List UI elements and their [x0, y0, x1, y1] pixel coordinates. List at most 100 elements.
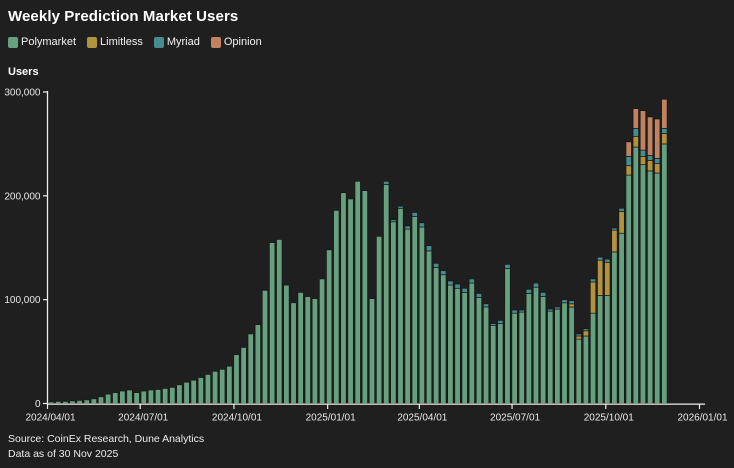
bar-segment-myriad[interactable]	[575, 333, 582, 337]
bar-segment-polymarket[interactable]	[197, 377, 204, 404]
bar-segment-polymarket[interactable]	[440, 274, 447, 404]
bar-segment-myriad[interactable]	[639, 149, 647, 157]
bar-segment-polymarket[interactable]	[240, 347, 247, 404]
bar-segment-polymarket[interactable]	[333, 210, 340, 404]
bar-segment-polymarket[interactable]	[119, 390, 126, 404]
bar-segment-myriad[interactable]	[440, 270, 447, 276]
bar-segment-polymarket[interactable]	[490, 325, 497, 404]
bar-segment-polymarket[interactable]	[254, 324, 261, 404]
bar-segment-myriad[interactable]	[490, 323, 497, 326]
bar-segment-myriad[interactable]	[632, 127, 639, 137]
bar-segment-polymarket[interactable]	[90, 398, 97, 404]
bar-segment-polymarket[interactable]	[433, 267, 440, 404]
bar-segment-myriad[interactable]	[454, 283, 461, 289]
bar-segment-polymarket[interactable]	[347, 198, 354, 404]
bar-segment-polymarket[interactable]	[105, 393, 112, 404]
bar-segment-polymarket[interactable]	[625, 174, 632, 404]
bar-segment-opinion[interactable]	[639, 110, 647, 151]
bar-segment-polymarket[interactable]	[554, 308, 561, 404]
bar-segment-polymarket[interactable]	[211, 370, 219, 404]
bar-segment-myriad[interactable]	[447, 280, 454, 286]
bar-segment-limitless[interactable]	[618, 211, 625, 234]
bar-segment-myriad[interactable]	[411, 212, 418, 217]
bar-segment-polymarket[interactable]	[269, 242, 276, 404]
bar-segment-myriad[interactable]	[504, 264, 511, 269]
bar-segment-myriad[interactable]	[589, 278, 597, 283]
bar-segment-limitless[interactable]	[611, 229, 618, 253]
bar-segment-polymarket[interactable]	[447, 284, 454, 404]
bar-segment-myriad[interactable]	[383, 180, 390, 185]
bar-segment-polymarket[interactable]	[283, 284, 290, 404]
bar-segment-polymarket[interactable]	[654, 172, 661, 404]
bar-segment-polymarket[interactable]	[126, 389, 133, 404]
bar-segment-polymarket[interactable]	[575, 338, 582, 404]
bar-segment-polymarket[interactable]	[176, 384, 183, 404]
bar-segment-myriad[interactable]	[475, 293, 483, 298]
bar-segment-polymarket[interactable]	[511, 312, 518, 404]
bar-segment-polymarket[interactable]	[582, 335, 590, 404]
bar-segment-myriad[interactable]	[525, 288, 532, 294]
bar-segment-polymarket[interactable]	[62, 401, 69, 404]
bar-segment-myriad[interactable]	[397, 205, 404, 209]
bar-segment-polymarket[interactable]	[525, 293, 532, 404]
bar-segment-polymarket[interactable]	[318, 278, 326, 404]
bar-segment-myriad[interactable]	[611, 227, 618, 231]
bar-segment-polymarket[interactable]	[55, 401, 62, 404]
bar-segment-polymarket[interactable]	[482, 306, 490, 404]
bar-segment-polymarket[interactable]	[518, 311, 525, 404]
bar-segment-polymarket[interactable]	[154, 389, 162, 404]
bar-segment-polymarket[interactable]	[497, 323, 504, 404]
bar-segment-polymarket[interactable]	[140, 390, 147, 404]
bar-segment-polymarket[interactable]	[454, 287, 461, 404]
bar-segment-limitless[interactable]	[661, 133, 668, 145]
legend-item-myriad[interactable]: Myriad	[153, 36, 200, 48]
bar-segment-polymarket[interactable]	[468, 282, 475, 404]
bar-segment-opinion[interactable]	[654, 118, 661, 159]
bar-segment-myriad[interactable]	[461, 287, 468, 293]
bar-segment-polymarket[interactable]	[547, 310, 554, 404]
bar-segment-polymarket[interactable]	[276, 239, 283, 404]
bar-segment-polymarket[interactable]	[190, 379, 197, 404]
bar-segment-myriad[interactable]	[532, 282, 540, 288]
bar-segment-limitless[interactable]	[575, 335, 582, 340]
bar-segment-polymarket[interactable]	[361, 190, 368, 404]
bar-segment-myriad[interactable]	[547, 308, 554, 312]
bar-segment-polymarket[interactable]	[425, 250, 433, 404]
bar-segment-polymarket[interactable]	[354, 180, 361, 404]
bar-segment-polymarket[interactable]	[461, 292, 468, 404]
bar-segment-limitless[interactable]	[632, 136, 639, 148]
bar-segment-myriad[interactable]	[540, 292, 547, 297]
bar-segment-polymarket[interactable]	[376, 235, 383, 404]
bar-segment-polymarket[interactable]	[646, 170, 654, 404]
bar-segment-myriad[interactable]	[625, 156, 632, 167]
bar-segment-polymarket[interactable]	[133, 392, 140, 404]
bar-segment-polymarket[interactable]	[76, 400, 83, 404]
bar-segment-polymarket[interactable]	[418, 226, 425, 404]
bar-segment-polymarket[interactable]	[561, 302, 568, 404]
bar-segment-limitless[interactable]	[604, 261, 611, 296]
bar-segment-polymarket[interactable]	[368, 298, 376, 404]
bar-segment-polymarket[interactable]	[340, 192, 347, 404]
bar-segment-polymarket[interactable]	[226, 365, 233, 404]
bar-segment-limitless[interactable]	[597, 259, 604, 296]
bar-segment-polymarket[interactable]	[597, 295, 604, 404]
bar-segment-polymarket[interactable]	[233, 354, 240, 404]
bar-segment-polymarket[interactable]	[383, 184, 390, 404]
bar-segment-polymarket[interactable]	[247, 333, 254, 404]
bar-segment-opinion[interactable]	[646, 116, 654, 156]
bar-segment-polymarket[interactable]	[147, 389, 154, 404]
bar-segment-polymarket[interactable]	[290, 302, 297, 404]
bar-segment-myriad[interactable]	[618, 207, 625, 212]
bar-segment-polymarket[interactable]	[611, 251, 618, 404]
bar-segment-myriad[interactable]	[646, 154, 654, 161]
bar-segment-myriad[interactable]	[568, 300, 575, 305]
bar-segment-limitless[interactable]	[639, 156, 647, 166]
bar-segment-myriad[interactable]	[425, 245, 433, 252]
bar-segment-limitless[interactable]	[589, 281, 597, 314]
bar-segment-polymarket[interactable]	[47, 401, 55, 404]
bar-segment-polymarket[interactable]	[475, 297, 483, 404]
bar-segment-myriad[interactable]	[597, 256, 604, 261]
bar-segment-polymarket[interactable]	[219, 368, 226, 404]
bar-segment-polymarket[interactable]	[404, 228, 411, 404]
bar-segment-myriad[interactable]	[468, 278, 475, 284]
